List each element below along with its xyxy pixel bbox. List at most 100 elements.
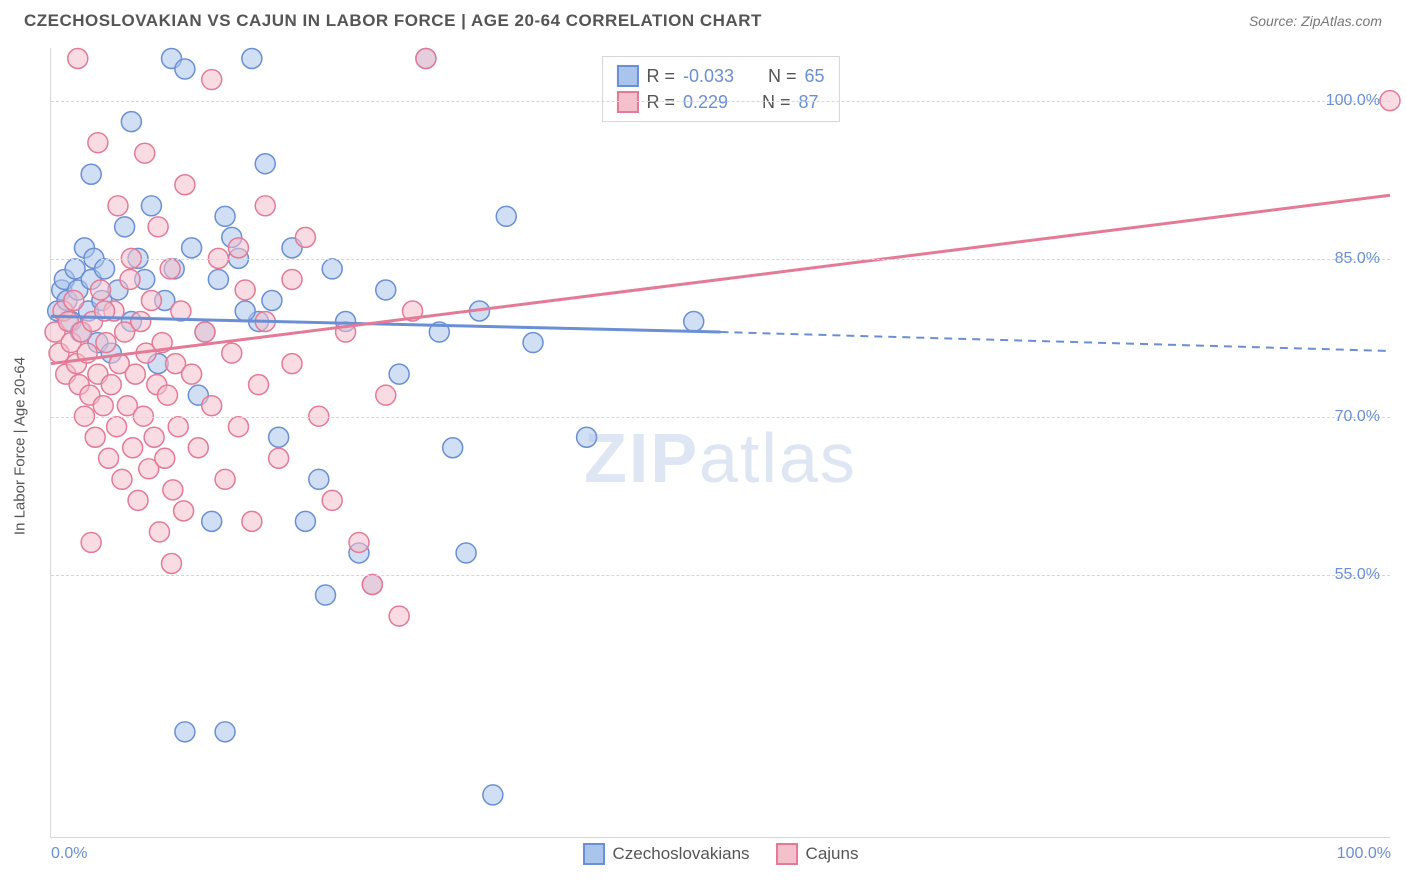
data-point xyxy=(416,49,436,69)
data-point xyxy=(188,438,208,458)
data-point xyxy=(125,364,145,384)
data-point xyxy=(195,322,215,342)
data-point xyxy=(389,606,409,626)
data-point xyxy=(523,333,543,353)
trend-line xyxy=(51,195,1390,363)
gridline xyxy=(51,575,1390,576)
data-point xyxy=(255,154,275,174)
data-point xyxy=(91,280,111,300)
data-point xyxy=(168,417,188,437)
data-point xyxy=(322,259,342,279)
data-point xyxy=(108,196,128,216)
data-point xyxy=(316,585,336,605)
legend-label-0: Czechoslovakians xyxy=(613,844,750,864)
stats-row-1: R = 0.229 N = 87 xyxy=(616,89,824,115)
data-point xyxy=(163,480,183,500)
data-point xyxy=(64,290,84,310)
data-point xyxy=(443,438,463,458)
n-value-0: 65 xyxy=(805,63,825,89)
data-point xyxy=(175,175,195,195)
plot-area: ZIPatlas R = -0.033 N = 65 R = 0.229 N =… xyxy=(50,48,1390,838)
data-point xyxy=(141,290,161,310)
r-value-1: 0.229 xyxy=(683,89,728,115)
data-point xyxy=(577,427,597,447)
data-point xyxy=(162,553,182,573)
data-point xyxy=(120,269,140,289)
data-point xyxy=(235,301,255,321)
data-point xyxy=(376,385,396,405)
source-label: Source: ZipAtlas.com xyxy=(1249,13,1382,29)
data-point xyxy=(242,511,262,531)
data-point xyxy=(228,238,248,258)
trend-line-dashed xyxy=(721,332,1391,351)
y-axis-title: In Labor Force | Age 20-64 xyxy=(12,357,29,535)
n-label-1: N = xyxy=(762,89,791,115)
data-point xyxy=(141,196,161,216)
data-point xyxy=(123,438,143,458)
data-point xyxy=(235,280,255,300)
data-point xyxy=(362,575,382,595)
data-point xyxy=(269,427,289,447)
legend-swatch-0 xyxy=(583,843,605,865)
data-point xyxy=(456,543,476,563)
data-point xyxy=(128,490,148,510)
y-tick-label: 85.0% xyxy=(1335,250,1380,268)
data-point xyxy=(175,59,195,79)
data-point xyxy=(68,49,88,69)
data-point xyxy=(202,396,222,416)
gridline xyxy=(51,417,1390,418)
data-point xyxy=(295,227,315,247)
data-point xyxy=(269,448,289,468)
data-point xyxy=(175,722,195,742)
legend-item-1: Cajuns xyxy=(776,843,859,865)
r-label-0: R = xyxy=(646,63,675,89)
stats-legend-box: R = -0.033 N = 65 R = 0.229 N = 87 xyxy=(601,56,839,122)
chart-title: CZECHOSLOVAKIAN VS CAJUN IN LABOR FORCE … xyxy=(24,11,762,31)
data-point xyxy=(93,396,113,416)
data-point xyxy=(96,333,116,353)
legend-label-1: Cajuns xyxy=(806,844,859,864)
data-point xyxy=(131,312,151,332)
data-point xyxy=(684,312,704,332)
y-tick-label: 100.0% xyxy=(1326,92,1380,110)
data-point xyxy=(349,532,369,552)
data-point xyxy=(309,469,329,489)
data-point xyxy=(228,417,248,437)
data-point xyxy=(202,70,222,90)
data-point xyxy=(255,196,275,216)
legend-item-0: Czechoslovakians xyxy=(583,843,750,865)
x-tick-label: 100.0% xyxy=(1337,845,1391,863)
data-point xyxy=(99,448,119,468)
data-point xyxy=(242,49,262,69)
data-point xyxy=(483,785,503,805)
r-value-0: -0.033 xyxy=(683,63,734,89)
gridline xyxy=(51,101,1390,102)
data-point xyxy=(115,217,135,237)
gridline xyxy=(51,259,1390,260)
data-point xyxy=(155,448,175,468)
data-point xyxy=(81,164,101,184)
data-point xyxy=(81,532,101,552)
r-label-1: R = xyxy=(646,89,675,115)
data-point xyxy=(160,259,180,279)
data-point xyxy=(295,511,315,531)
data-point xyxy=(182,238,202,258)
data-point xyxy=(376,280,396,300)
data-point xyxy=(121,112,141,132)
data-point xyxy=(208,269,228,289)
data-point xyxy=(202,511,222,531)
data-point xyxy=(215,469,235,489)
y-tick-label: 70.0% xyxy=(1335,408,1380,426)
data-point xyxy=(174,501,194,521)
stats-row-0: R = -0.033 N = 65 xyxy=(616,63,824,89)
n-value-1: 87 xyxy=(799,89,819,115)
data-point xyxy=(88,133,108,153)
data-point xyxy=(262,290,282,310)
data-point xyxy=(112,469,132,489)
data-point xyxy=(222,343,242,363)
data-point xyxy=(215,722,235,742)
swatch-series-0 xyxy=(616,65,638,87)
n-label-0: N = xyxy=(768,63,797,89)
data-point xyxy=(322,490,342,510)
data-point xyxy=(148,217,168,237)
